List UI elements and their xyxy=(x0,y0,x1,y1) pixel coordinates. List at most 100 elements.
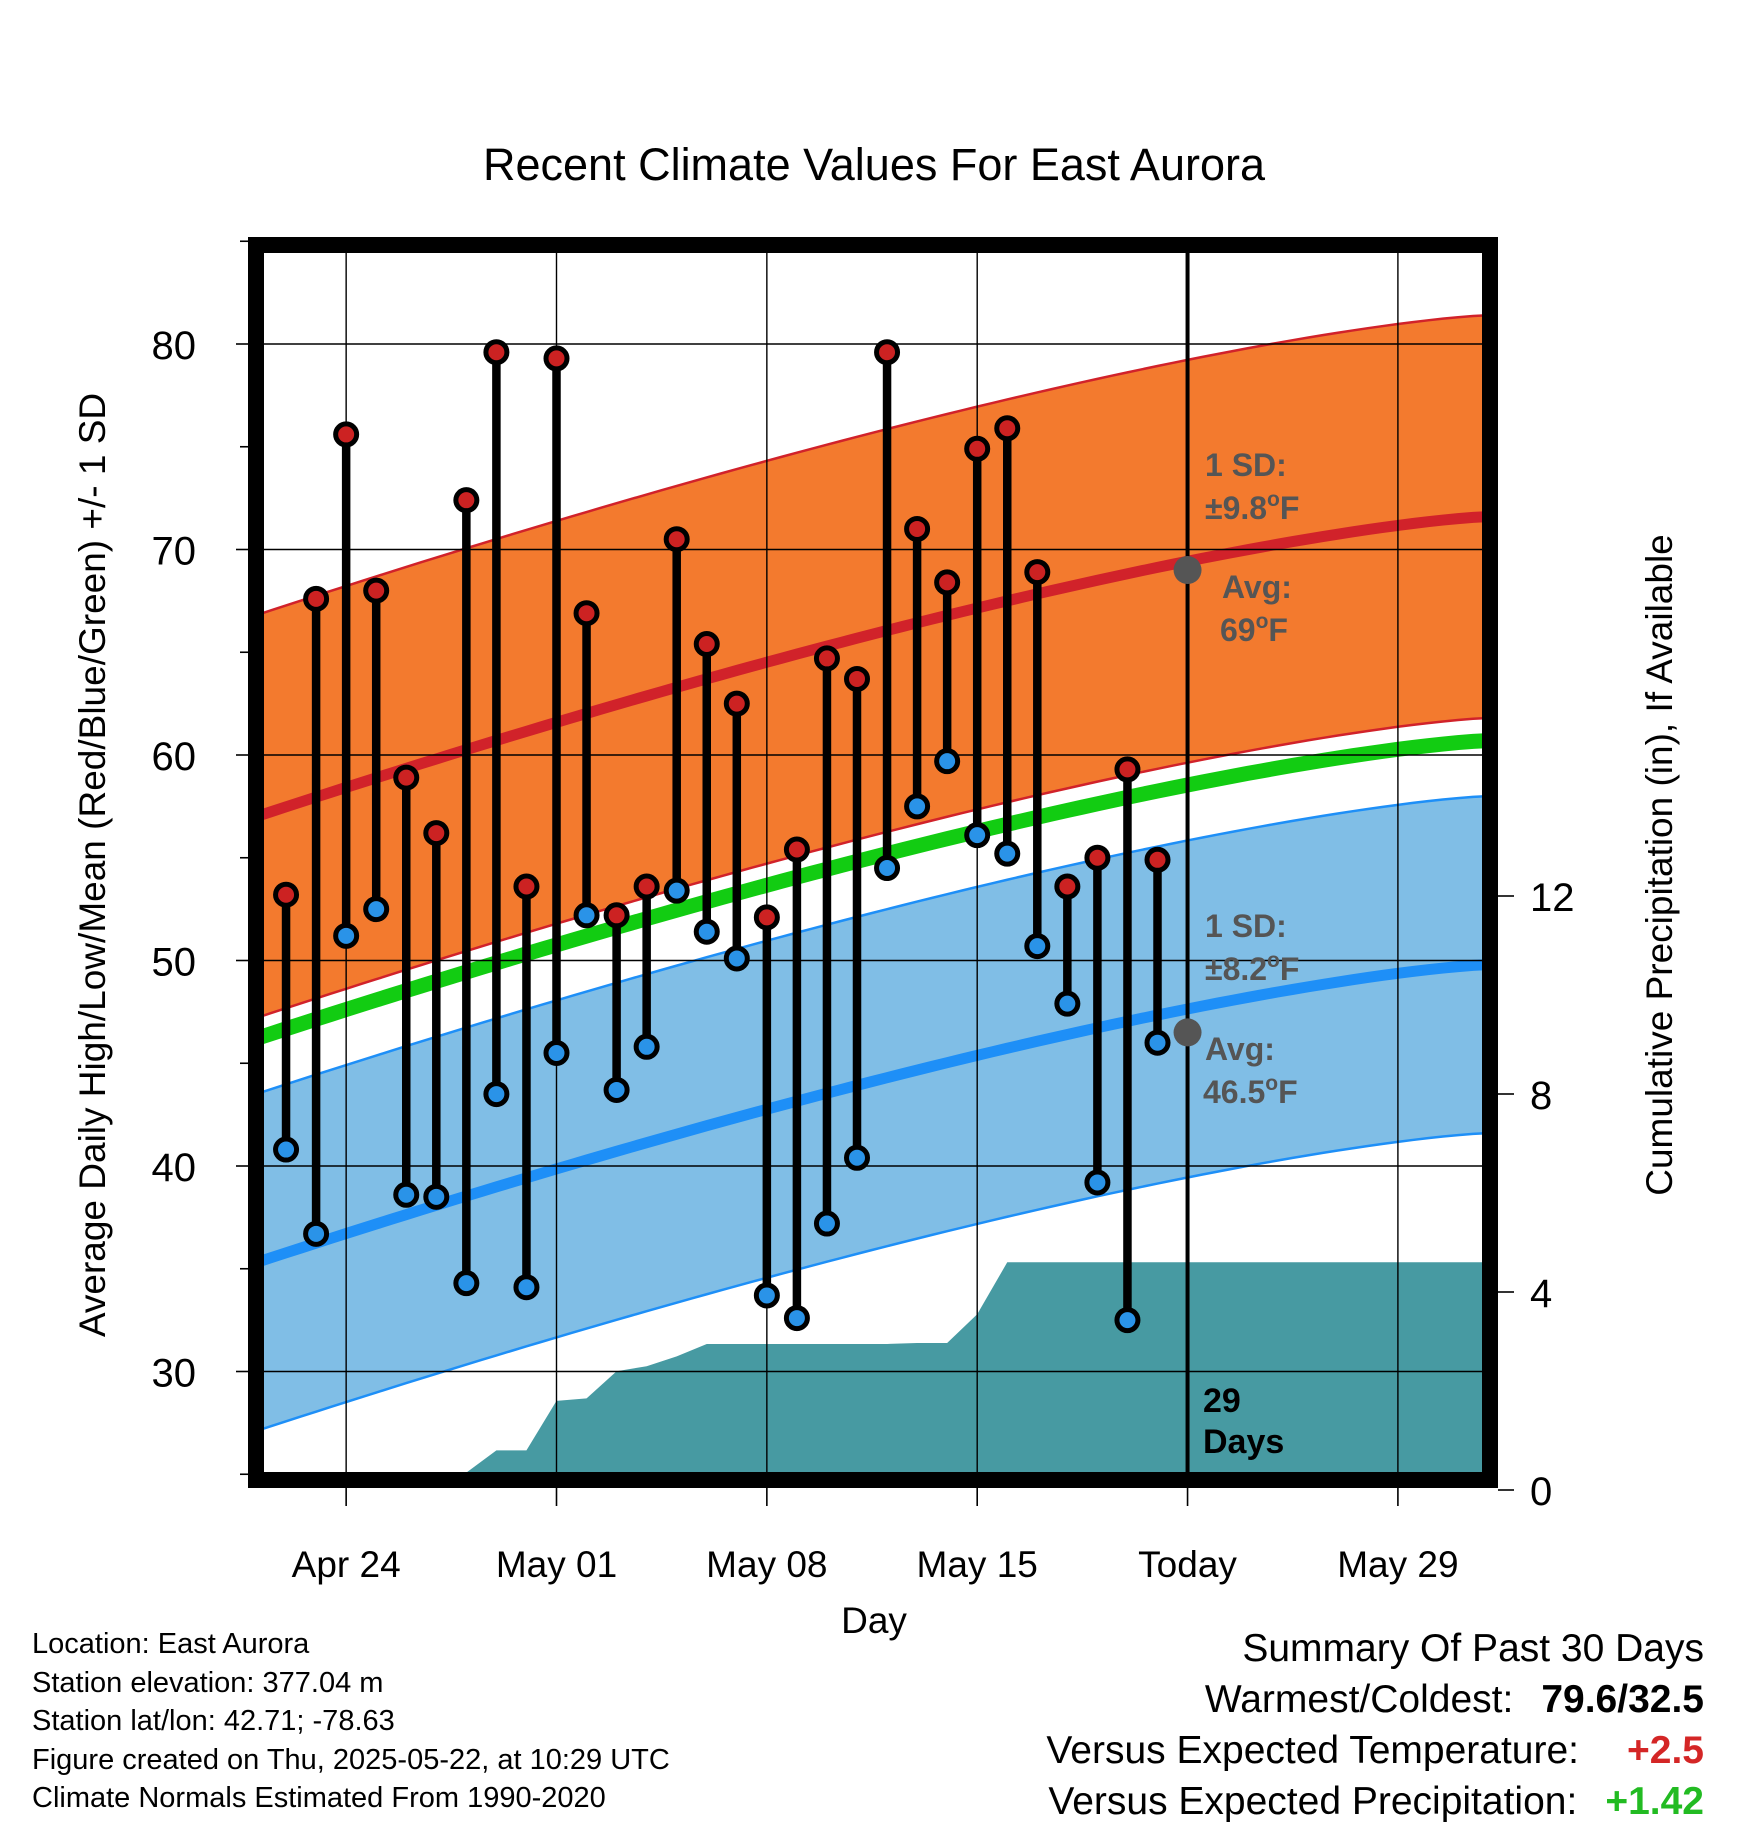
y2-tick-label: 12 xyxy=(1530,876,1575,920)
today-low-marker xyxy=(1173,1018,1202,1047)
x-axis-label: Day xyxy=(841,1600,907,1641)
temp-row: Versus Expected Temperature: +2.5 xyxy=(1046,1725,1704,1776)
high-point xyxy=(693,631,720,658)
low-point xyxy=(423,1183,450,1210)
low-point xyxy=(483,1081,510,1108)
low-sd-band-upper-edge xyxy=(256,794,1489,1096)
low-point xyxy=(1114,1307,1141,1334)
normals-text: Climate Normals Estimated From 1990-2020 xyxy=(32,1782,606,1814)
warmest-label: Warmest/Coldest: xyxy=(1204,1678,1514,1721)
warmest-value: 79.6/32.5 xyxy=(1541,1678,1704,1721)
low-point xyxy=(543,1039,570,1066)
high-point xyxy=(1024,559,1051,586)
plot-area xyxy=(256,245,1490,1480)
latlon-text: Station lat/lon: 42.71; -78.63 xyxy=(32,1705,395,1737)
low-point xyxy=(633,1033,660,1060)
low-point xyxy=(573,902,600,929)
high-point xyxy=(904,515,931,542)
days-label: Days xyxy=(1203,1423,1284,1461)
station-info: Location: East Aurora Station elevation:… xyxy=(32,1625,670,1818)
low-point xyxy=(393,1181,420,1208)
summary-panel: Summary Of Past 30 Days Warmest/Coldest:… xyxy=(1046,1623,1704,1827)
low-sd-band-lower-edge xyxy=(256,1131,1489,1433)
x-tick-label: Today xyxy=(1138,1544,1237,1585)
low-point xyxy=(723,945,750,972)
high-point xyxy=(874,339,901,366)
low-point xyxy=(783,1305,810,1332)
y-tick-label: 40 xyxy=(152,1146,197,1190)
high-point xyxy=(753,904,780,931)
low-point xyxy=(844,1144,870,1171)
low-point xyxy=(453,1270,480,1297)
low-point xyxy=(904,793,931,820)
low-point xyxy=(1054,990,1081,1017)
high-point xyxy=(603,902,630,929)
location-text: Location: East Aurora xyxy=(32,1628,310,1660)
low-point xyxy=(693,918,720,945)
low-point xyxy=(753,1282,780,1309)
x-tick-label: May 08 xyxy=(706,1544,827,1585)
high-point xyxy=(934,569,961,596)
temp-value: +2.5 xyxy=(1627,1729,1704,1772)
high-point xyxy=(333,421,360,448)
high-point xyxy=(573,600,600,627)
high-point xyxy=(423,820,450,847)
precip-value: +1.42 xyxy=(1605,1780,1704,1823)
high-point xyxy=(273,881,300,908)
days-count: 29 xyxy=(1203,1382,1241,1420)
low-sd-value: ±8.2oF xyxy=(1205,949,1299,987)
high-point xyxy=(964,435,991,462)
high-sd-band xyxy=(256,315,1489,1019)
high-point xyxy=(303,585,330,612)
low-point xyxy=(333,922,360,949)
high-point xyxy=(723,690,750,717)
high-point xyxy=(1084,844,1111,871)
y-axis-label: Average Daily High/Low/Mean (Red/Blue/Gr… xyxy=(72,393,113,1337)
low-point xyxy=(303,1220,330,1247)
low-avg-value: 46.5oF xyxy=(1203,1072,1298,1110)
x-tick-label: May 01 xyxy=(496,1544,617,1585)
high-point xyxy=(1144,846,1171,873)
high-point xyxy=(633,873,660,900)
high-point xyxy=(1114,756,1141,783)
high-point xyxy=(453,487,480,514)
normal-low-line xyxy=(256,959,1489,1268)
precip-row: Versus Expected Precipitation: +1.42 xyxy=(1046,1776,1704,1827)
high-point xyxy=(783,836,810,863)
elevation-text: Station elevation: 377.04 m xyxy=(32,1666,384,1699)
chart-title: Recent Climate Values For East Aurora xyxy=(483,139,1266,190)
high-sd-value: ±9.8oF xyxy=(1205,488,1299,526)
high-sd-label: 1 SD: xyxy=(1205,447,1287,483)
normal-mean-line xyxy=(256,733,1489,1046)
high-point xyxy=(513,873,540,900)
high-sd-band-lower-edge xyxy=(256,716,1489,1020)
x-tick-label: Apr 24 xyxy=(292,1544,401,1585)
low-point xyxy=(1144,1029,1171,1056)
normal-high-line xyxy=(256,511,1489,822)
y2-tick-label: 4 xyxy=(1530,1272,1552,1316)
high-point xyxy=(1054,873,1081,900)
high-point xyxy=(393,764,420,791)
x-tick-label: May 15 xyxy=(917,1544,1038,1585)
summary-title: Summary Of Past 30 Days xyxy=(1242,1627,1704,1670)
y-tick-label: 60 xyxy=(152,735,197,779)
y2-axis-label: Cumulative Precipitation (in), If Availa… xyxy=(1639,534,1680,1196)
low-avg-label: Avg: xyxy=(1205,1031,1275,1067)
x-tick-label: May 29 xyxy=(1337,1544,1458,1585)
high-point xyxy=(994,415,1021,442)
low-point xyxy=(1084,1169,1111,1196)
plot-frame xyxy=(248,237,1498,1488)
today-high-marker xyxy=(1173,556,1202,585)
high-avg-value: 69oF xyxy=(1220,610,1288,648)
low-point xyxy=(874,855,901,882)
high-point xyxy=(663,526,690,553)
high-point xyxy=(363,577,390,604)
high-point xyxy=(844,665,870,692)
warmest-row: Warmest/Coldest: 79.6/32.5 xyxy=(1046,1674,1704,1725)
low-point xyxy=(603,1076,630,1103)
low-point xyxy=(934,748,961,775)
y2-tick-label: 0 xyxy=(1530,1470,1552,1514)
low-point xyxy=(994,840,1021,867)
temp-label: Versus Expected Temperature: xyxy=(1046,1729,1579,1772)
